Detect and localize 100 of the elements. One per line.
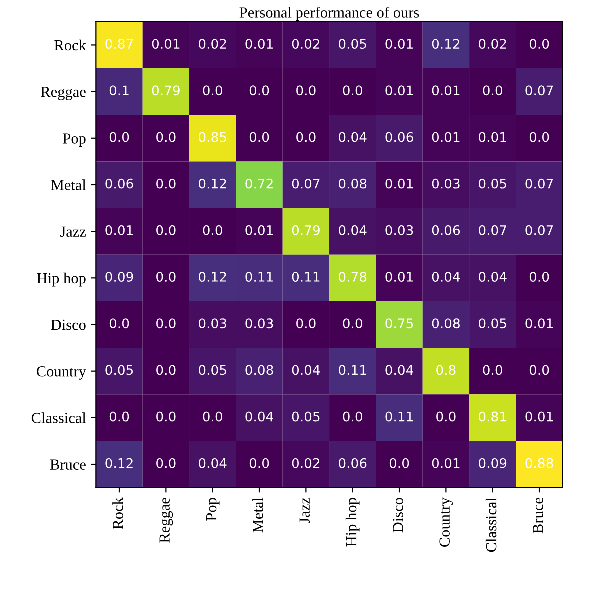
data-label: 0.11 (246, 272, 273, 282)
data-label: 0.01 (386, 178, 413, 189)
data-label: 0.01 (246, 39, 273, 50)
data-label: 0.0 (156, 132, 176, 142)
data-label: 0.85 (199, 132, 226, 142)
data-label: 0.02 (292, 458, 320, 468)
chart-title: Personal performance of ours (240, 7, 420, 22)
y-tick-label: Metal (51, 180, 86, 190)
data-label: 0.01 (526, 412, 553, 422)
data-label: 0.05 (292, 412, 320, 422)
data-label: 0.01 (479, 132, 506, 142)
y-tick-label: Jazz (60, 226, 86, 238)
data-label: 0.12 (199, 178, 226, 189)
data-label: 0.12 (106, 458, 133, 468)
data-label: 0.0 (530, 39, 550, 50)
data-label: 0.0 (530, 365, 550, 376)
y-tick-label: Bruce (50, 460, 86, 470)
y-tick-label: Rock (54, 40, 86, 51)
data-label: 0.04 (292, 365, 320, 376)
data-label: 0.0 (343, 412, 362, 422)
data-label: 0.01 (246, 225, 273, 236)
y-tick-label: Country (37, 366, 86, 380)
data-label: 0.75 (386, 318, 414, 329)
data-label: 0.07 (292, 178, 320, 189)
data-label: 0.07 (479, 225, 506, 236)
data-label: 0.0 (110, 412, 130, 422)
data-label: 0.06 (106, 178, 134, 189)
data-label: 0.0 (250, 458, 270, 468)
data-label: 0.03 (386, 225, 414, 236)
data-label: 0.11 (386, 412, 413, 422)
data-label: 0.0 (156, 178, 176, 189)
data-label: 0.06 (432, 225, 460, 236)
data-label: 0.01 (106, 225, 133, 236)
data-label: 0.88 (526, 458, 554, 468)
data-label: 0.03 (246, 318, 274, 329)
data-label: 0.0 (296, 86, 316, 96)
x-tick-label: Metal (252, 498, 264, 533)
data-label: 0.0 (343, 86, 362, 96)
x-tick-label: Pop (206, 498, 220, 521)
data-label: 0.12 (199, 272, 226, 282)
data-label: 0.11 (292, 272, 320, 282)
y-tick-label: Classical (32, 412, 86, 424)
data-label: 0.01 (432, 86, 460, 96)
data-label: 0.04 (386, 365, 414, 376)
data-label: 0.04 (339, 132, 367, 142)
data-label: 0.02 (199, 39, 226, 50)
data-label: 0.0 (296, 318, 316, 329)
data-label: 0.87 (106, 39, 134, 50)
data-label: 0.01 (386, 39, 413, 50)
data-label: 0.79 (292, 225, 320, 236)
x-tick-label: Bruce (533, 498, 544, 534)
data-label: 0.0 (203, 225, 222, 236)
data-label: 0.0 (530, 132, 550, 142)
data-label: 0.01 (152, 39, 180, 50)
data-label: 0.12 (432, 39, 460, 50)
data-label: 0.0 (530, 272, 550, 282)
data-label: 0.05 (339, 39, 366, 50)
x-tick-label: Country (440, 498, 454, 547)
data-label: 0.0 (390, 458, 410, 468)
data-label: 0.03 (199, 318, 226, 329)
y-tick-label: Reggae (41, 87, 86, 100)
data-label: 0.0 (250, 132, 270, 142)
data-label: 0.72 (246, 178, 273, 189)
data-label: 0.8 (436, 365, 456, 376)
data-label: 0.06 (339, 458, 367, 468)
x-tick-label: Disco (393, 498, 404, 533)
data-label: 0.0 (156, 225, 176, 236)
data-label: 0.08 (339, 178, 367, 189)
data-label: 0.0 (156, 412, 176, 422)
data-label: 0.0 (110, 132, 130, 142)
x-tick-label: Classical (486, 498, 497, 552)
data-label: 0.07 (526, 225, 554, 236)
data-label: 0.02 (292, 39, 320, 50)
data-label: 0.0 (483, 86, 502, 96)
x-tick-label: Jazz (300, 498, 310, 524)
data-label: 0.04 (199, 458, 227, 468)
data-label: 0.06 (386, 132, 414, 142)
data-label: 0.03 (432, 178, 460, 189)
data-label: 0.05 (199, 365, 226, 376)
data-label: 0.05 (479, 178, 506, 189)
data-label: 0.0 (156, 458, 176, 468)
y-tick-label: Hip hop (37, 272, 86, 287)
data-label: 0.01 (386, 86, 413, 96)
data-label: 0.78 (339, 272, 367, 282)
data-label: 0.01 (432, 458, 460, 468)
data-label: 0.11 (339, 365, 366, 376)
data-label: 0.0 (110, 318, 130, 329)
data-label: 0.07 (526, 178, 554, 189)
y-tick-label: Pop (63, 134, 86, 147)
data-label: 0.04 (432, 272, 460, 282)
data-label: 0.02 (479, 39, 506, 50)
data-label: 0.05 (479, 318, 506, 329)
data-label: 0.09 (106, 272, 134, 282)
data-label: 0.81 (479, 412, 506, 422)
data-label: 0.08 (432, 318, 460, 329)
data-label: 0.01 (526, 318, 553, 329)
data-label: 0.0 (203, 86, 222, 96)
data-label: 0.0 (250, 86, 270, 96)
y-tick-label: Disco (51, 320, 86, 330)
data-label: 0.0 (436, 412, 456, 422)
